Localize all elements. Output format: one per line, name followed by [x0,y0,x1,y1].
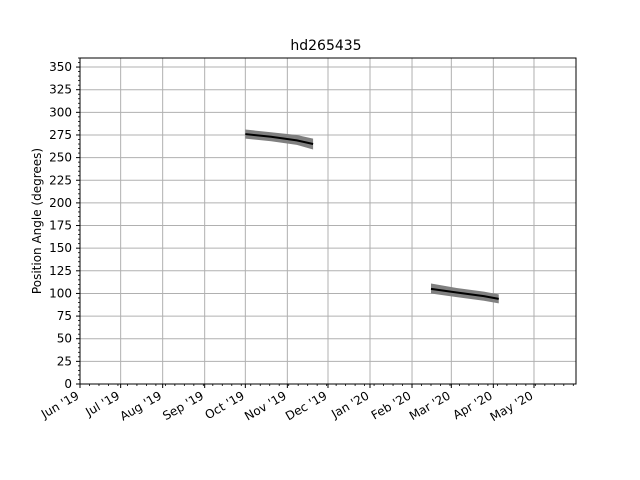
y-tick-label: 200 [49,196,72,210]
y-tick-label: 350 [49,60,72,74]
series-line [430,287,499,300]
y-tick-label: 175 [49,219,72,233]
y-tick-label: 150 [49,241,72,255]
series-line [245,133,314,146]
y-tick-label: 100 [49,286,72,300]
y-tick-label: 50 [57,332,72,346]
y-tick-label: 125 [49,264,72,278]
y-tick-label: 25 [57,354,72,368]
chart-title: hd265435 [290,38,361,54]
y-tick-label: 325 [49,83,72,97]
y-tick-label: 300 [49,105,72,119]
y-tick-label: 0 [64,377,72,391]
y-tick-label: 75 [57,309,72,323]
series-lines [245,133,499,300]
grid [79,58,576,385]
y-tick-label: 275 [49,128,72,142]
y-tick-label: 225 [49,173,72,187]
uncertainty-band [245,129,314,150]
y-axis-label: Position Angle (degrees) [30,148,44,294]
y-tick-label: 250 [49,151,72,165]
